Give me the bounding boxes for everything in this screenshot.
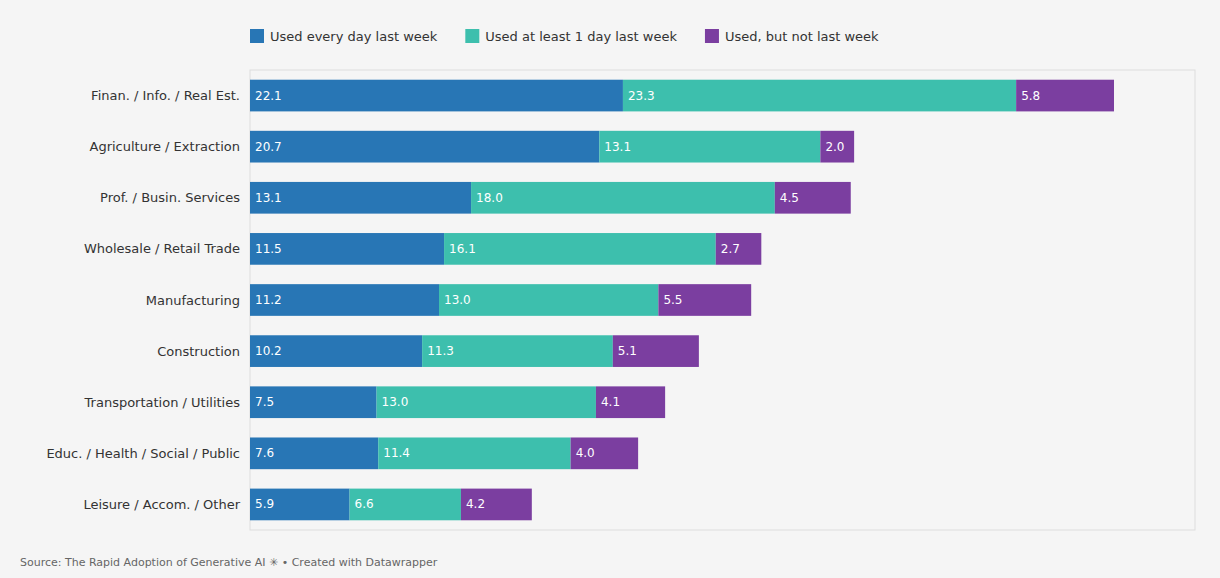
bar-segment: [439, 284, 658, 316]
bar-segment: [350, 489, 461, 521]
legend-swatch: [465, 29, 479, 43]
category-label: Prof. / Busin. Services: [100, 190, 240, 205]
data-label: 4.1: [601, 395, 620, 409]
legend-label: Used at least 1 day last week: [485, 29, 677, 44]
bar-segment: [461, 489, 532, 521]
data-label: 22.1: [255, 89, 282, 103]
bar-segment: [599, 131, 820, 163]
data-label: 5.1: [618, 344, 637, 358]
bar-segment: [250, 233, 444, 265]
data-label: 4.2: [466, 497, 485, 511]
bar-segment: [444, 233, 716, 265]
bar-segment: [613, 335, 699, 367]
plot-frame: [250, 70, 1195, 530]
legend-swatch: [250, 29, 264, 43]
data-label: 2.7: [721, 242, 740, 256]
data-label: 5.9: [255, 497, 274, 511]
bar-segment: [471, 182, 775, 214]
bar-segment: [596, 386, 665, 418]
bar-segment: [250, 489, 350, 521]
chart: 22.1 23.3 5.8 20.7 13.1 2.0 13.1 18.0 4.5 11.5 16.…: [0, 0, 1220, 578]
category-label: Agriculture / Extraction: [89, 139, 240, 154]
data-label: 11.2: [255, 293, 282, 307]
bar-segment: [377, 386, 596, 418]
bar-segment: [250, 80, 623, 112]
bar-segment: [250, 386, 377, 418]
legend-label: Used every day last week: [270, 29, 438, 44]
data-label: 6.6: [355, 497, 374, 511]
legend: Used every day last week Used at least 1 …: [250, 29, 879, 44]
data-label: 16.1: [449, 242, 476, 256]
category-label: Manufacturing: [146, 293, 240, 308]
category-label: Finan. / Info. / Real Est.: [91, 88, 240, 103]
bar-segment: [378, 437, 570, 469]
source-note: Source: The Rapid Adoption of Generative…: [20, 556, 438, 569]
data-label: 7.5: [255, 395, 274, 409]
background: [0, 0, 1220, 578]
bar-segment: [250, 131, 599, 163]
bar-segment: [422, 335, 613, 367]
data-label: 5.5: [663, 293, 682, 307]
bars: [250, 80, 1114, 521]
bar-segment: [571, 437, 639, 469]
data-label: 11.3: [427, 344, 454, 358]
data-label: 23.3: [628, 89, 655, 103]
category-label: Wholesale / Retail Trade: [84, 241, 240, 256]
data-label: 2.0: [825, 140, 844, 154]
legend-swatch: [705, 29, 719, 43]
data-label: 13.1: [604, 140, 631, 154]
data-label: 10.2: [255, 344, 282, 358]
bar-segment: [250, 335, 422, 367]
legend-label: Used, but not last week: [725, 29, 879, 44]
data-label: 13.1: [255, 191, 282, 205]
bar-segment: [658, 284, 751, 316]
data-label: 13.0: [382, 395, 409, 409]
data-label: 4.5: [780, 191, 799, 205]
category-label: Construction: [157, 344, 240, 359]
data-label: 11.4: [383, 446, 410, 460]
bar-segment: [250, 284, 439, 316]
data-label: 18.0: [476, 191, 503, 205]
bar-segment: [623, 80, 1016, 112]
data-label: 20.7: [255, 140, 282, 154]
category-label: Educ. / Health / Social / Public: [46, 446, 240, 461]
data-label: 11.5: [255, 242, 282, 256]
bar-segment: [250, 182, 471, 214]
data-label: 5.8: [1021, 89, 1040, 103]
bar-segment: [775, 182, 851, 214]
data-labels: 22.1 23.3 5.8 20.7 13.1 2.0 13.1 18.0 4.5 11.5 16.…: [255, 89, 1040, 512]
category-label: Transportation / Utilities: [84, 395, 241, 410]
data-label: 13.0: [444, 293, 471, 307]
bar-segment: [716, 233, 762, 265]
category-label: Leisure / Accom. / Other: [83, 497, 240, 512]
bar-segment: [820, 131, 854, 163]
data-label: 4.0: [576, 446, 595, 460]
data-label: 7.6: [255, 446, 274, 460]
bar-segment: [1016, 80, 1114, 112]
bar-segment: [250, 437, 378, 469]
